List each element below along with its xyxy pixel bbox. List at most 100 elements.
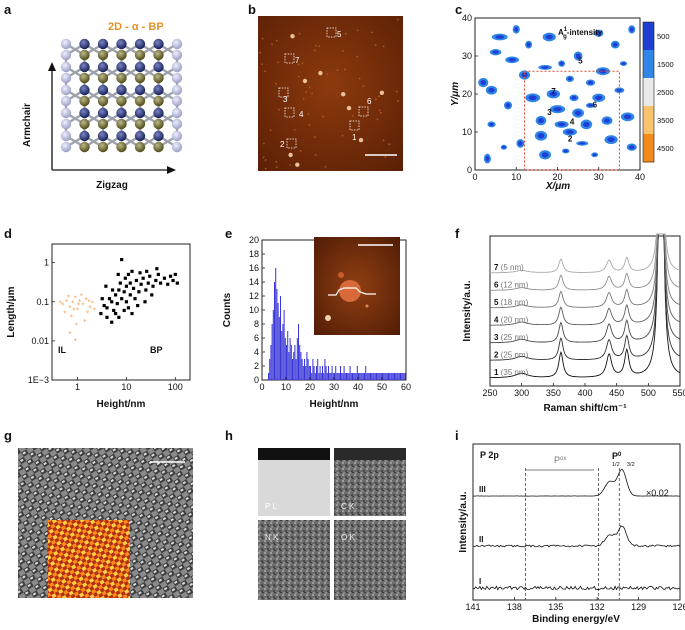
afm-flake <box>379 111 382 114</box>
raman-spectra <box>490 233 681 379</box>
xps-y-label: Intensity/a.u. <box>458 491 469 552</box>
afm-image <box>258 16 403 171</box>
histogram-bar <box>320 373 322 380</box>
scatter-point-bp <box>156 272 160 277</box>
atom-bottom <box>171 49 183 61</box>
histogram-bar <box>376 373 378 380</box>
histogram-bar <box>271 324 273 380</box>
scatter-point-bp <box>102 303 106 308</box>
histogram-bar <box>341 373 343 380</box>
histogram-bar <box>298 324 300 380</box>
scatter-point-bp <box>107 297 112 301</box>
afm-flake <box>278 108 280 111</box>
atom-top <box>97 38 109 50</box>
inset-flake-small <box>338 272 344 278</box>
atom-top <box>153 130 164 142</box>
afm-flake <box>388 143 391 146</box>
edx-tile-p: P L <box>258 448 330 516</box>
afm-flake-box <box>278 87 289 98</box>
atom-top <box>116 130 127 142</box>
scatter-point-il: * <box>78 298 81 307</box>
scatter-point-bp <box>113 311 118 316</box>
map-spot-core <box>488 87 495 93</box>
atom-top <box>60 38 72 50</box>
edx-map-c-top <box>334 448 406 460</box>
afm-flake <box>382 45 385 48</box>
map-spot-core <box>526 42 531 47</box>
edx-label-c: C K <box>341 502 355 511</box>
edx-tile-c: C K <box>334 448 406 516</box>
afm-flake <box>344 68 346 71</box>
xps-spectrum <box>472 585 681 591</box>
afm-flake-box <box>349 120 360 131</box>
raman-axes: 250 300 350 400 450 500 550 <box>482 383 685 398</box>
afm-flake <box>326 73 329 75</box>
histogram-bar <box>314 373 316 380</box>
afm-flake <box>302 98 305 100</box>
atom-top <box>60 130 72 142</box>
scatter-point-bp <box>124 284 129 288</box>
atom-bottom <box>60 141 72 153</box>
map-spot-core <box>559 61 564 66</box>
afm-flake <box>307 113 310 115</box>
map-spot-core <box>557 122 566 127</box>
histogram-bar <box>284 338 286 380</box>
map-spot-core <box>574 110 582 116</box>
raman-spectrum <box>490 233 681 344</box>
afm-flake-box <box>326 27 337 38</box>
atom-top <box>134 84 146 96</box>
histogram-bar <box>394 373 396 380</box>
atom-top <box>79 130 90 142</box>
raman-spectrum <box>490 233 681 274</box>
histogram-bar <box>392 373 394 380</box>
histogram-bar <box>332 373 334 380</box>
histogram-bar <box>346 373 348 380</box>
map-spot-core <box>492 50 499 54</box>
armchair-arrowhead <box>48 62 56 71</box>
histogram-bar <box>269 359 271 380</box>
scatter-point-bp <box>171 278 175 283</box>
scatter-point-il: * <box>68 304 71 313</box>
atom-bottom <box>134 141 146 153</box>
histogram-bar <box>355 373 357 380</box>
scatter-point-bp <box>138 271 142 275</box>
atom-bottom <box>79 118 90 130</box>
xps-pox-label: Pox <box>554 455 566 465</box>
zigzag-arrowhead <box>167 166 176 174</box>
raman-spectrum <box>490 233 681 291</box>
atom-top <box>60 84 72 96</box>
map-x-tick-label: 20 <box>552 172 562 182</box>
colorbar-tick-label: 4500 <box>657 144 674 153</box>
scatter-point-bp <box>148 274 152 278</box>
histogram-bar <box>331 366 333 380</box>
histogram-bar <box>347 373 349 380</box>
edx-tile-n: N K <box>258 520 330 600</box>
afm-flake <box>261 37 264 40</box>
atom-bottom <box>153 141 164 153</box>
histogram-bar <box>286 345 288 380</box>
map-y-tick-label: 30 <box>462 51 472 61</box>
map-spot-core <box>528 95 537 101</box>
atom-bottom <box>97 118 109 130</box>
scatter-point-bp <box>168 274 173 278</box>
afm-flake <box>314 49 316 52</box>
xps-p0-sub-1: 1/2 <box>612 462 620 468</box>
afm-flake-label: 1 <box>352 133 357 142</box>
map-y-label: Y/μm <box>450 82 461 106</box>
afm-flake <box>275 166 278 169</box>
panel-label-g: g <box>4 428 12 443</box>
map-spot-core <box>612 42 618 47</box>
afm-flake <box>382 139 385 142</box>
scatter-point-bp <box>104 284 108 288</box>
scatter-point-il: * <box>68 330 71 339</box>
scatter-point-bp <box>141 276 145 280</box>
panel-label-d: d <box>4 226 12 241</box>
afm-flake <box>264 167 267 170</box>
histogram-bar <box>312 359 314 380</box>
panel-b: 5 7 3 4 6 1 2 <box>258 16 403 171</box>
map-flake-label: 2 <box>568 135 573 144</box>
atom-bottom <box>97 72 109 84</box>
histogram-bar <box>388 373 390 380</box>
